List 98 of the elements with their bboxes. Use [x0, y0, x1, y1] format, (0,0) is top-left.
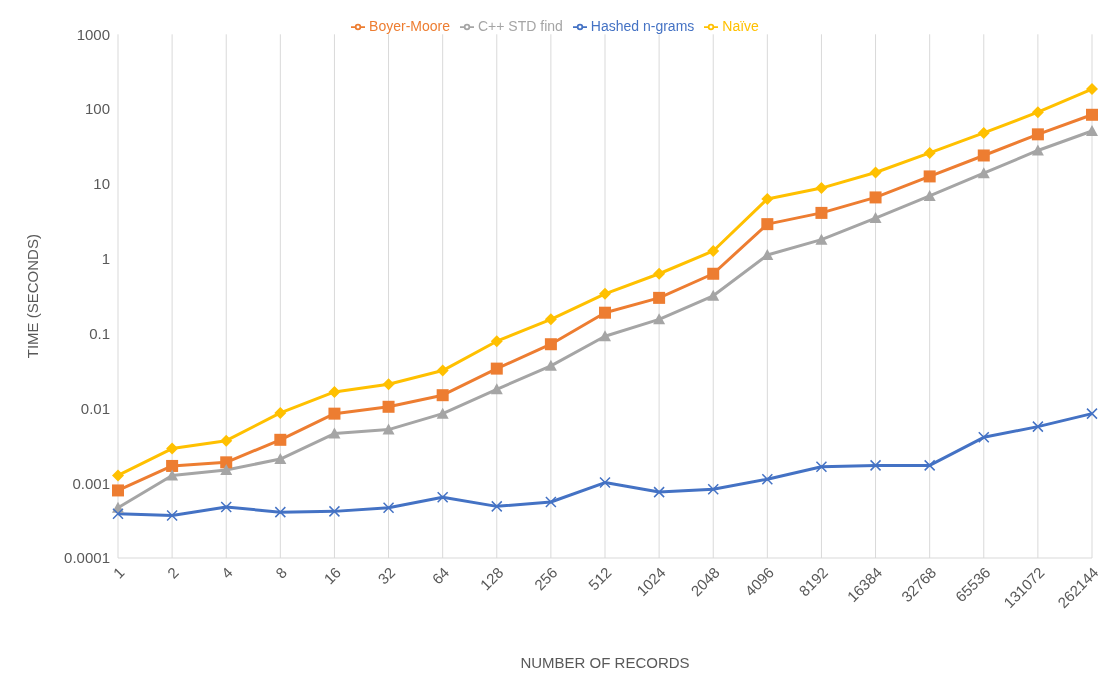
- point: [707, 483, 719, 495]
- x-tick-label: 512: [584, 563, 615, 594]
- point: [707, 267, 720, 280]
- y-tick-label: 10: [93, 175, 110, 193]
- point: [1031, 128, 1044, 141]
- x-tick-label: 8: [272, 563, 290, 582]
- point: [274, 453, 287, 465]
- x-tick-label: 2: [163, 563, 182, 582]
- point: [220, 434, 233, 447]
- point: [815, 460, 828, 473]
- point: [653, 291, 666, 304]
- point: [328, 505, 341, 518]
- point: [599, 306, 611, 319]
- y-tick-label: 0.1: [89, 324, 110, 342]
- x-tick-label: 64: [428, 563, 453, 588]
- point: [166, 509, 178, 522]
- point: [1086, 83, 1098, 96]
- x-tick-label: 256: [530, 563, 561, 594]
- x-tick-label: 4: [217, 563, 236, 582]
- point: [869, 212, 882, 224]
- point: [112, 484, 124, 497]
- point: [653, 486, 665, 498]
- point: [490, 383, 503, 395]
- point: [166, 459, 179, 472]
- legend-label: C++ STD find: [478, 18, 563, 34]
- point: [869, 191, 882, 204]
- point: [544, 313, 557, 326]
- point: [544, 359, 557, 371]
- point: [220, 501, 232, 513]
- y-tick-label: 1000: [76, 25, 110, 43]
- point: [977, 149, 990, 162]
- point: [166, 442, 179, 455]
- point: [382, 400, 395, 413]
- point: [328, 407, 341, 420]
- point: [977, 167, 990, 179]
- point: [923, 170, 936, 183]
- point: [274, 433, 287, 446]
- point: [382, 501, 395, 514]
- point: [1086, 124, 1098, 136]
- point: [1031, 106, 1044, 119]
- point: [382, 423, 395, 435]
- point: [977, 126, 990, 139]
- point: [328, 385, 341, 398]
- point: [220, 456, 233, 469]
- point: [490, 362, 503, 375]
- point: [545, 496, 557, 508]
- x-tick-label: 32: [374, 563, 399, 588]
- point: [220, 464, 233, 476]
- point: [436, 491, 449, 503]
- point: [382, 378, 395, 391]
- point: [166, 469, 179, 481]
- point: [436, 389, 449, 402]
- point: [274, 406, 287, 419]
- point: [869, 459, 882, 472]
- point: [978, 431, 990, 444]
- point: [491, 500, 503, 513]
- point: [112, 508, 124, 520]
- point: [599, 476, 611, 489]
- point: [923, 146, 936, 159]
- point: [490, 335, 503, 348]
- legend-label: Boyer-Moore: [369, 18, 450, 34]
- legend-label: Naïve: [722, 18, 759, 34]
- point: [815, 206, 828, 219]
- point: [599, 330, 611, 342]
- legend-label: Hashed n-grams: [590, 18, 695, 34]
- y-tick-label: 0.01: [80, 399, 110, 417]
- y-tick-label: 0.001: [72, 474, 110, 492]
- point: [923, 459, 936, 472]
- point: [761, 218, 774, 231]
- x-tick-label: 1: [109, 563, 128, 582]
- y-axis-title: TIME (SECONDS): [24, 234, 42, 359]
- x-axis-title: NUMBER OF RECORDS: [520, 654, 690, 671]
- point: [815, 182, 828, 195]
- y-tick-label: 1: [101, 250, 110, 268]
- point: [1032, 420, 1044, 433]
- point: [707, 289, 720, 301]
- point: [653, 313, 666, 325]
- point: [761, 192, 774, 205]
- point: [923, 189, 936, 201]
- point: [274, 506, 287, 518]
- point: [869, 166, 882, 179]
- point: [436, 407, 449, 419]
- point: [1031, 144, 1044, 156]
- point: [707, 244, 720, 257]
- point: [1086, 108, 1098, 121]
- point: [328, 427, 341, 439]
- point: [653, 267, 666, 280]
- point: [1086, 407, 1098, 420]
- y-tick-label: 100: [84, 100, 110, 118]
- point: [544, 338, 557, 351]
- point: [815, 233, 828, 245]
- point: [599, 287, 611, 300]
- point: [436, 364, 449, 377]
- point: [761, 473, 774, 485]
- point: [112, 469, 124, 482]
- x-tick-label: 128: [476, 563, 507, 594]
- x-tick-label: 16: [320, 563, 345, 588]
- y-tick-label: 0.0001: [64, 549, 110, 567]
